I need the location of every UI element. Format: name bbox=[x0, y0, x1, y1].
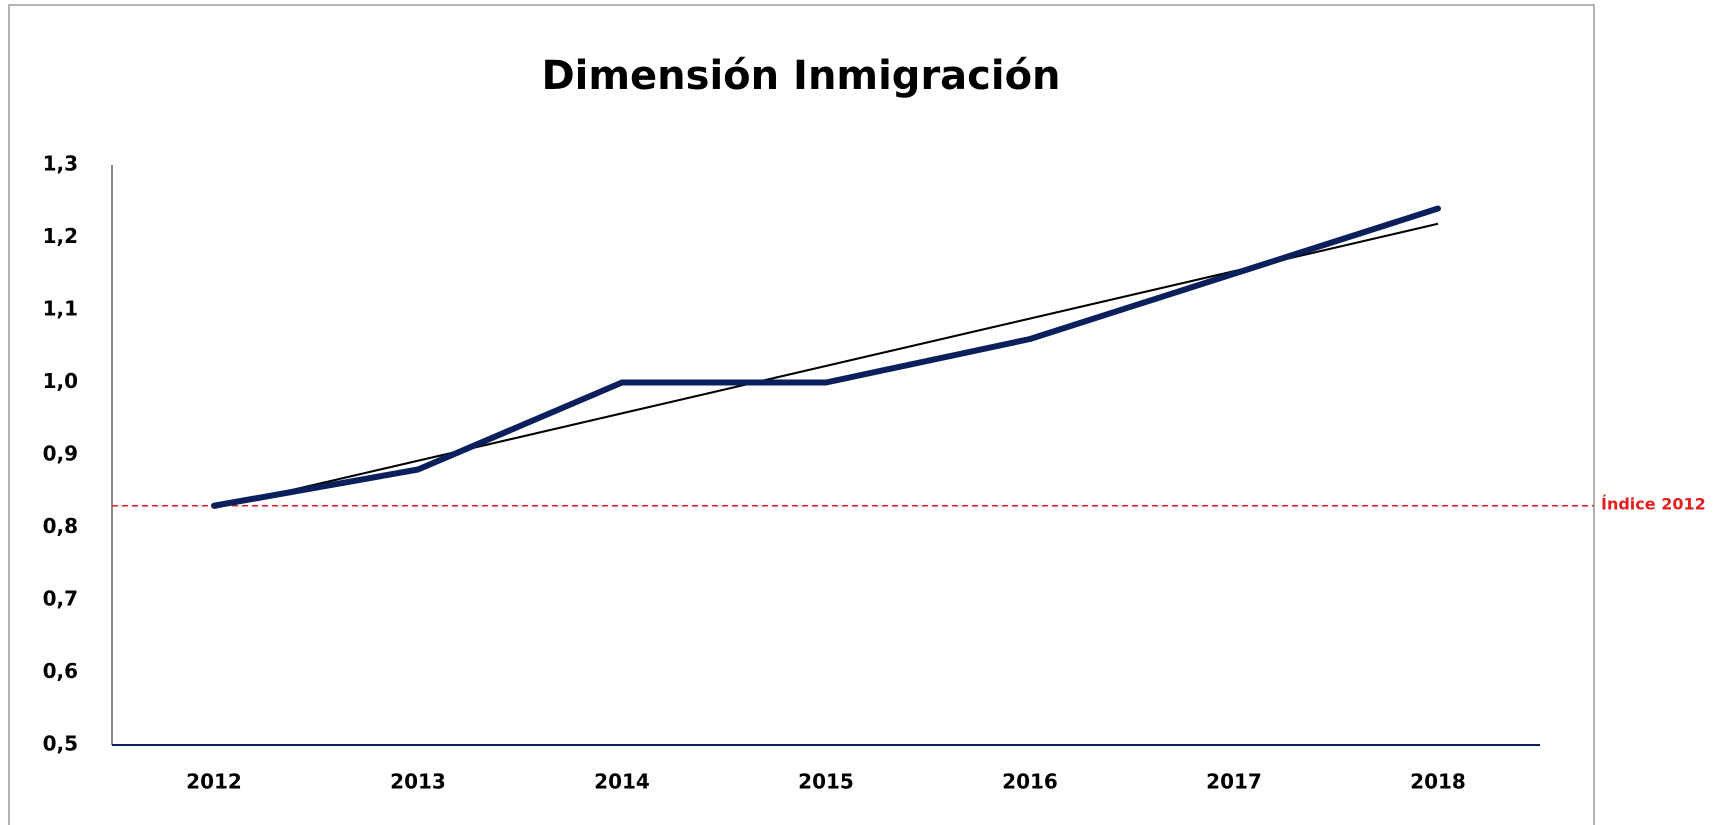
y-tick-label: 0,6 bbox=[43, 659, 78, 683]
y-tick-label: 0,9 bbox=[43, 442, 78, 466]
x-tick-label: 2015 bbox=[798, 770, 854, 794]
x-tick-label: 2017 bbox=[1206, 770, 1262, 794]
y-tick-label: 0,8 bbox=[43, 514, 78, 538]
y-tick-label: 0,7 bbox=[43, 587, 78, 611]
reference-label: Índice 2012 bbox=[1601, 494, 1706, 513]
data-line bbox=[211, 205, 1441, 509]
x-tick-label: 2013 bbox=[390, 770, 446, 794]
x-tick-label: 2014 bbox=[594, 770, 650, 794]
x-tick-label: 2016 bbox=[1002, 770, 1058, 794]
y-tick-label: 1,3 bbox=[43, 152, 78, 176]
x-tick-label: 2012 bbox=[186, 770, 242, 794]
y-tick-label: 1,2 bbox=[43, 224, 78, 248]
chart-frame bbox=[8, 4, 1595, 825]
y-tick-label: 1,0 bbox=[43, 369, 78, 393]
chart-title: Dimensión Inmigración bbox=[541, 53, 1060, 99]
y-tick-label: 0,5 bbox=[43, 732, 78, 756]
y-tick-label: 1,1 bbox=[43, 297, 78, 321]
x-tick-label: 2018 bbox=[1410, 770, 1466, 794]
